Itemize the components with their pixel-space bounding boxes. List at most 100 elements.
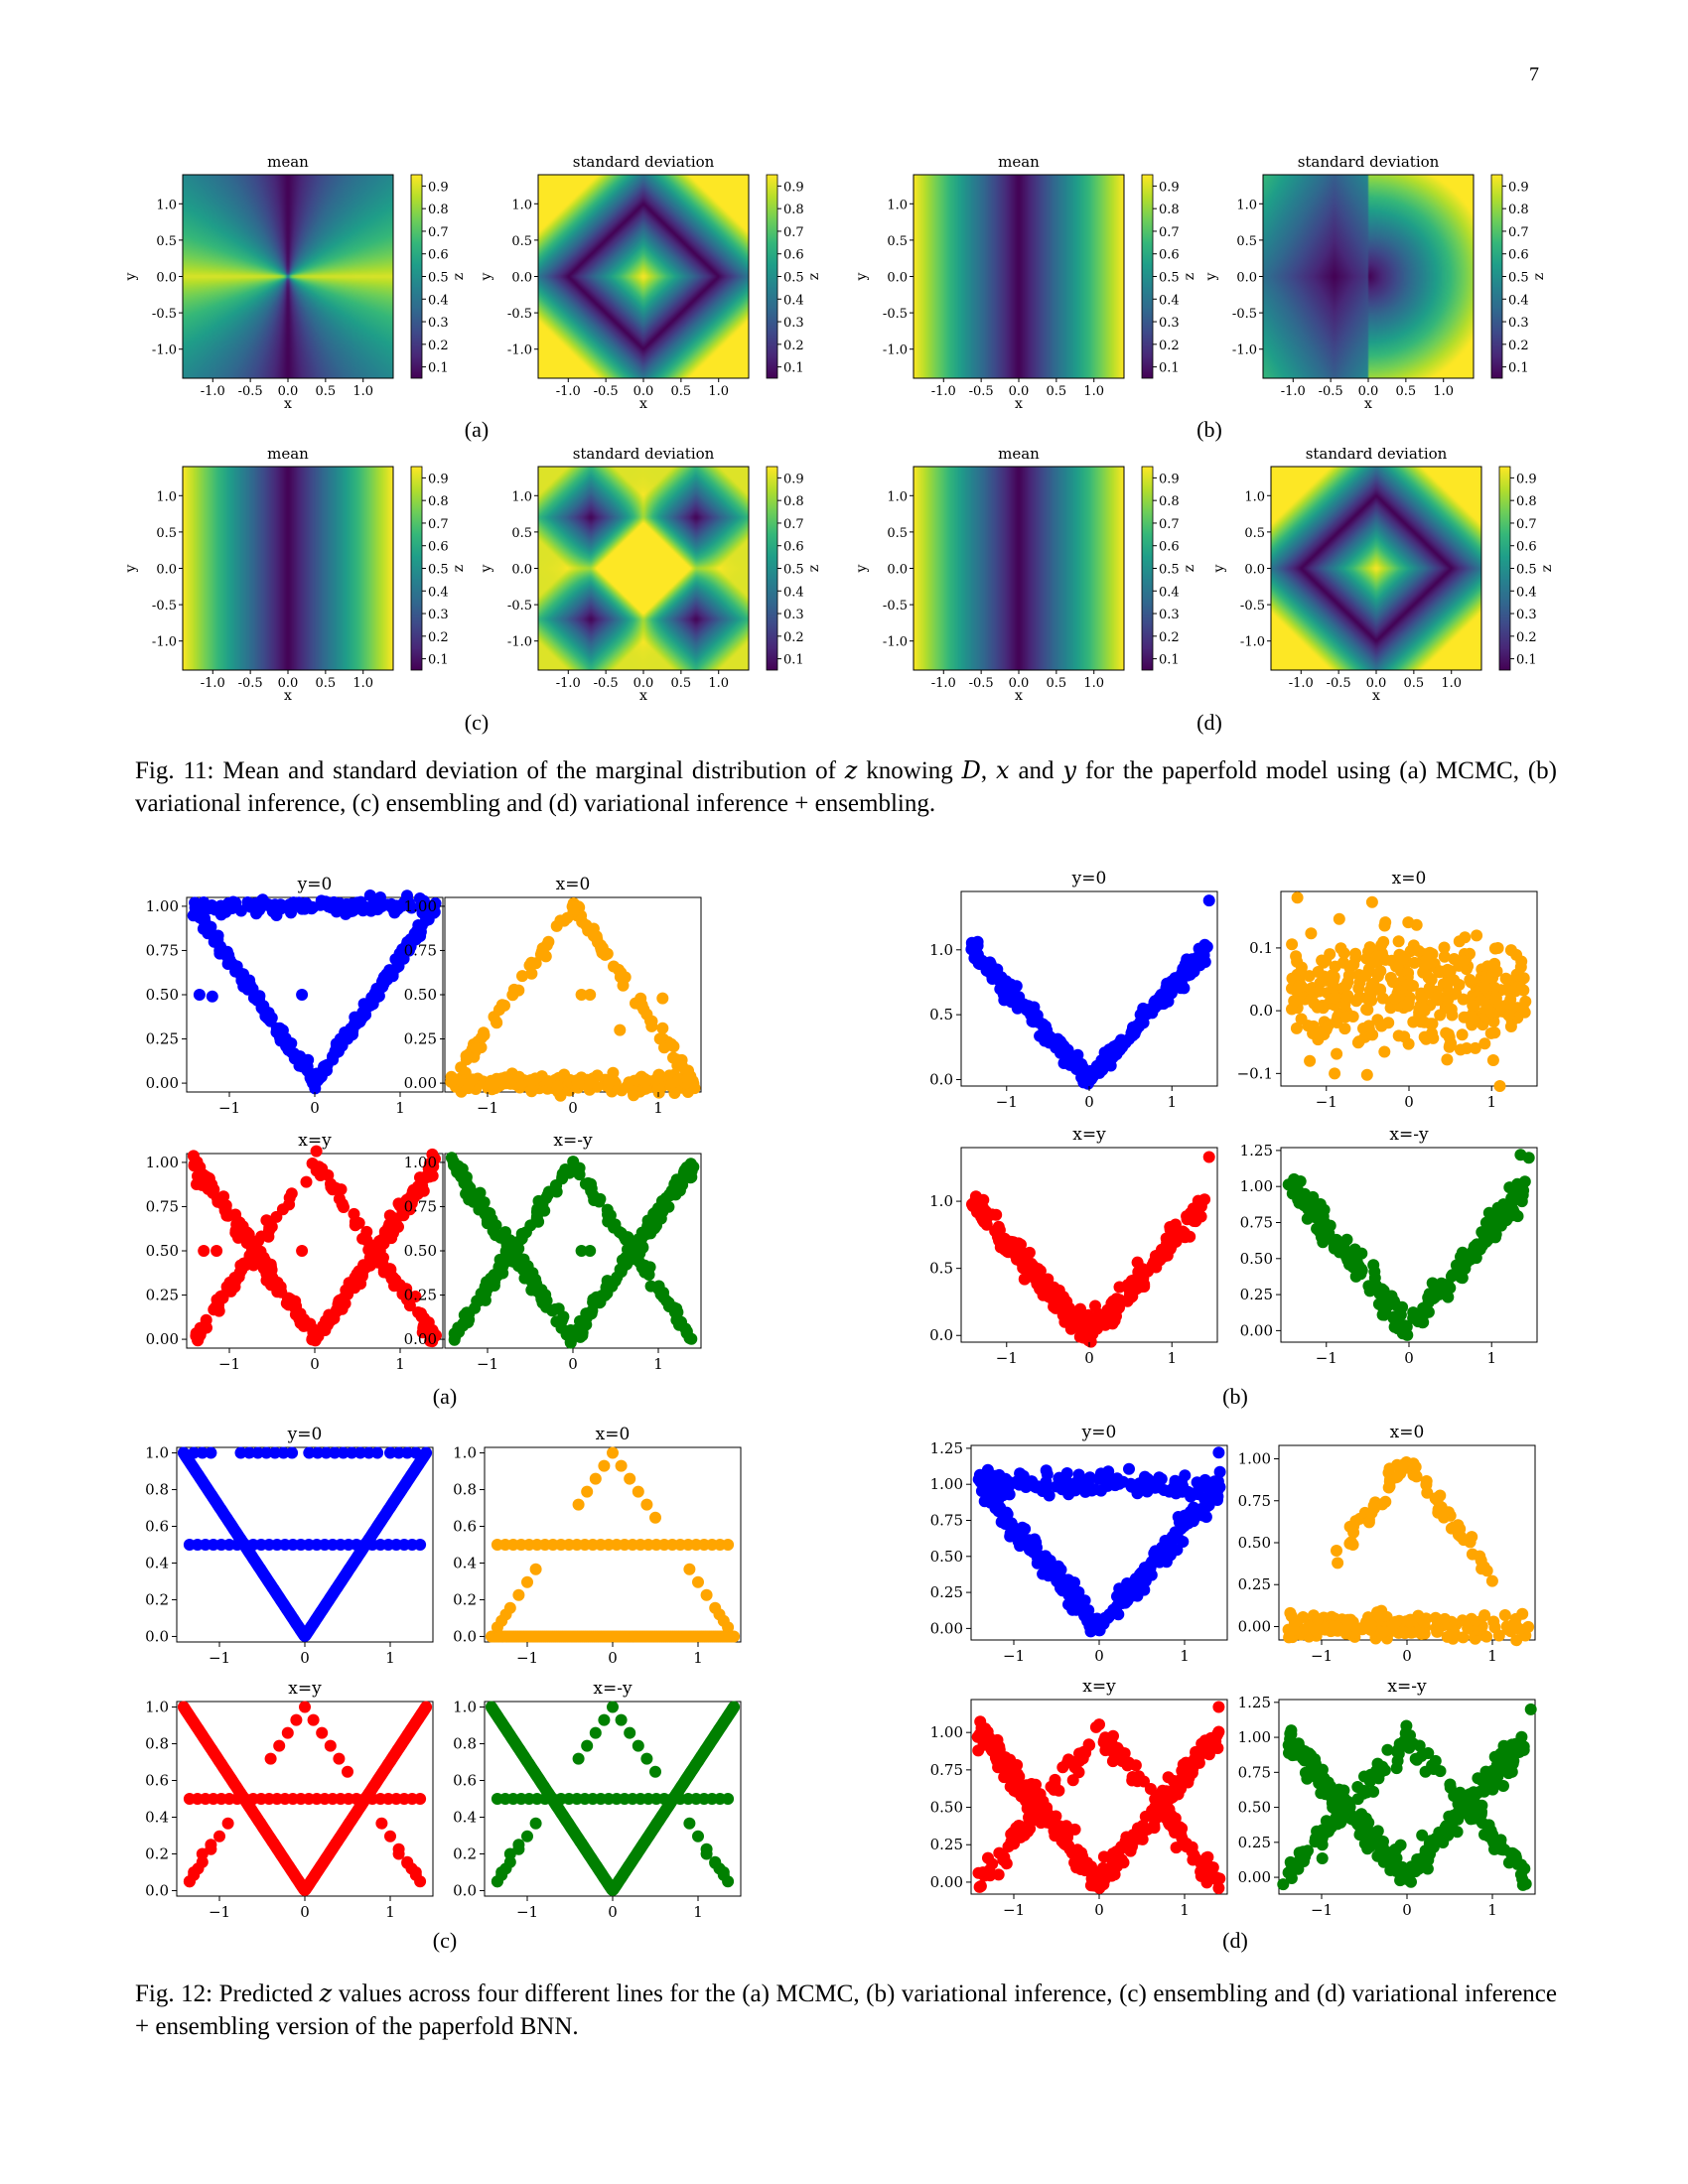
x-tick-label: 0.5 — [1404, 676, 1425, 691]
x-tick-label: 0 — [1084, 1349, 1094, 1367]
scatter-point — [234, 904, 247, 917]
scatter-point — [581, 1485, 594, 1498]
scatter-point — [1408, 956, 1421, 969]
scatter-point — [1211, 1494, 1223, 1506]
y-tick-label: 0.0 — [929, 1326, 953, 1344]
scatter-point — [1291, 891, 1304, 904]
scatter-point — [463, 1313, 476, 1326]
scatter-point — [1440, 977, 1453, 990]
scatter-point — [217, 1190, 230, 1203]
scatter-point — [589, 1472, 602, 1485]
scatter-point — [1360, 1003, 1373, 1016]
scatter-title: x=0 — [556, 875, 591, 894]
scatter-point — [296, 1245, 309, 1257]
scatter-point — [1454, 1043, 1467, 1056]
colorbar-tick-label: 0.8 — [428, 494, 449, 509]
x-tick-label: 1.0 — [1083, 384, 1104, 399]
scatter-point — [409, 1446, 422, 1459]
scatter-point — [1327, 974, 1339, 987]
x-tick-label: 0.0 — [1366, 676, 1387, 691]
scatter-point — [521, 1830, 533, 1843]
scatter-point — [375, 1817, 388, 1830]
scatter-point — [1335, 942, 1347, 955]
x-tick-label: -1.0 — [931, 384, 956, 399]
scatter-point — [992, 1220, 1005, 1233]
scatter-point — [392, 1847, 405, 1860]
scatter-point — [1505, 1192, 1518, 1204]
scatter-point — [624, 1472, 636, 1485]
y-tick-label: 1.00 — [404, 1154, 437, 1171]
scatter-title: x=y — [298, 1131, 332, 1151]
scatter-point — [1353, 976, 1366, 989]
scatter-panel-12a-xy: x=y−1 0 10.000.250.500.751.00 — [146, 1131, 444, 1373]
scatter-point — [299, 1701, 311, 1713]
scatter-point — [424, 1334, 437, 1347]
scatter-point — [1013, 1252, 1026, 1265]
scatter-point — [307, 1713, 320, 1726]
y-tick-label: 0.75 — [146, 941, 179, 959]
y-tick-label: 0.0 — [511, 563, 532, 578]
scatter-point — [1312, 1612, 1325, 1625]
x-tick-label: 0.0 — [1358, 384, 1379, 399]
y-tick-label: 0.50 — [1240, 1250, 1273, 1268]
y-tick-label: 0.2 — [453, 1844, 477, 1862]
scatter-point — [300, 1175, 313, 1188]
y-tick-label: 0.75 — [1240, 1213, 1273, 1231]
scatter-point — [419, 1325, 432, 1338]
scatter-point — [409, 1866, 422, 1878]
scatter-point — [589, 1726, 602, 1739]
scatter-point — [358, 900, 371, 913]
scatter-point — [1499, 972, 1512, 985]
y-tick-label: 0.50 — [404, 1242, 437, 1260]
y-tick-label: -1.0 — [507, 343, 532, 358]
scatter-point — [206, 990, 218, 1003]
scatter-point — [269, 898, 281, 911]
scatter-point — [1137, 1002, 1150, 1015]
y-axis-label: y — [123, 564, 139, 573]
scatter-point — [336, 1039, 349, 1052]
scatter-point — [203, 1172, 215, 1185]
scatter-point — [1328, 1620, 1340, 1633]
scatter-point — [645, 1212, 658, 1225]
scatter-point — [335, 1183, 348, 1196]
scatter-panel-12c-x0: x=0−1 0 10.00.20.40.60.81.0 — [453, 1425, 742, 1667]
scatter-point — [1418, 1016, 1431, 1028]
scatter-point — [1388, 1320, 1401, 1333]
scatter-point — [1412, 945, 1425, 957]
scatter-point — [575, 989, 588, 1001]
scatter-title: x=0 — [1390, 1423, 1425, 1442]
scatter-point — [1484, 1026, 1497, 1039]
scatter-point — [1027, 1016, 1040, 1028]
scatter-point — [1058, 1582, 1071, 1595]
scatter-point — [665, 1037, 677, 1050]
x-tick-label: -0.5 — [594, 676, 619, 691]
scatter-point — [491, 1017, 503, 1029]
scatter-point — [415, 1179, 428, 1192]
x-tick-label: −1 — [1311, 1647, 1333, 1665]
y-tick-label: 1.00 — [404, 897, 437, 915]
colorbar-tick-label: 0.9 — [1159, 472, 1180, 486]
scatter-point — [1403, 1615, 1416, 1628]
colorbar-tick-label: 0.6 — [1516, 540, 1537, 555]
scatter-point — [529, 1563, 542, 1575]
colorbar-tick-label: 0.2 — [428, 630, 449, 645]
figure-11-caption: Fig. 11: Mean and standard deviation of … — [135, 756, 1557, 817]
y-tick-label: -1.0 — [1232, 343, 1257, 358]
colorbar-tick-label: 0.1 — [428, 361, 449, 376]
scatter-point — [516, 970, 528, 983]
scatter-point — [728, 1701, 741, 1713]
colorbar-tick-label: 0.9 — [1516, 472, 1537, 486]
scatter-point — [1074, 1302, 1086, 1315]
scatter-point — [235, 1230, 248, 1243]
y-tick-label: 0.5 — [511, 234, 532, 249]
scatter-point — [995, 1516, 1008, 1529]
y-tick-label: -1.0 — [152, 635, 177, 650]
subfigure-label: (d) — [1196, 710, 1222, 735]
colorbar-tick-label: 0.2 — [783, 339, 804, 353]
scatter-point — [461, 1179, 473, 1192]
y-tick-label: 0.25 — [146, 1287, 179, 1304]
scatter-point — [414, 1793, 427, 1805]
x-tick-label: 0.0 — [633, 676, 654, 691]
subfigure-label: (c) — [465, 710, 489, 735]
scatter-point — [1015, 1534, 1028, 1547]
